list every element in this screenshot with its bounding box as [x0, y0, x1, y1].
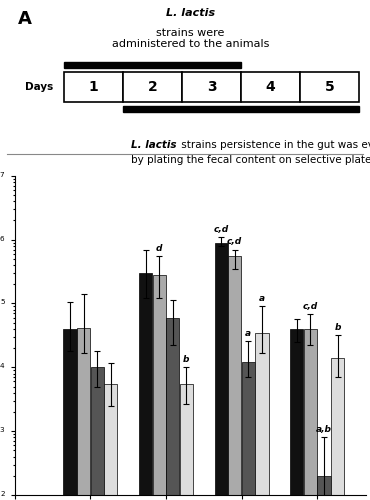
Bar	[91, 368, 104, 500]
Bar	[300, 72, 359, 102]
Bar	[152, 275, 166, 500]
Text: a,b: a,b	[316, 425, 332, 434]
Bar	[104, 384, 117, 500]
Text: c,d: c,d	[227, 238, 242, 246]
Bar	[215, 242, 228, 500]
Bar	[64, 72, 123, 102]
Bar	[242, 362, 255, 500]
Text: b: b	[183, 355, 190, 364]
Bar	[139, 273, 152, 500]
Text: b: b	[334, 323, 341, 332]
Text: L. lactis: L. lactis	[166, 8, 215, 18]
Text: c,d: c,d	[303, 302, 318, 311]
Text: d: d	[156, 244, 162, 252]
Text: by plating the fecal content on selective plates: by plating the fecal content on selectiv…	[131, 156, 370, 166]
Text: 5: 5	[325, 80, 334, 94]
Bar	[304, 329, 317, 500]
Bar	[255, 332, 269, 500]
Bar	[63, 329, 77, 500]
Bar	[317, 476, 330, 500]
Text: a: a	[245, 328, 252, 338]
Text: a: a	[259, 294, 265, 304]
Bar	[241, 72, 300, 102]
Bar	[123, 106, 359, 112]
Text: L. lactis: L. lactis	[131, 140, 176, 150]
Bar	[166, 318, 179, 500]
Text: 3: 3	[207, 80, 216, 94]
Bar	[180, 384, 193, 500]
Bar	[182, 72, 241, 102]
Bar	[290, 329, 303, 500]
Text: c,d: c,d	[213, 225, 229, 234]
Text: A: A	[18, 10, 32, 28]
Text: strains were
administered to the animals: strains were administered to the animals	[112, 28, 269, 50]
Text: strains persistence in the gut was evaluated: strains persistence in the gut was evalu…	[178, 140, 370, 150]
Bar	[123, 72, 182, 102]
Text: 4: 4	[266, 80, 276, 94]
Text: Days: Days	[25, 82, 54, 92]
Bar	[331, 358, 344, 500]
Text: 2: 2	[148, 80, 158, 94]
Text: 1: 1	[89, 80, 98, 94]
Bar	[228, 256, 241, 500]
Bar	[64, 62, 241, 68]
Bar	[77, 328, 90, 500]
